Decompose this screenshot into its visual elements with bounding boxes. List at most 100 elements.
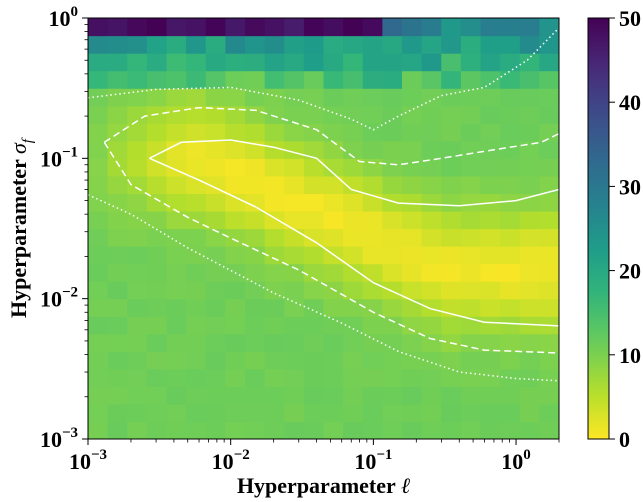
contour-line-dashed	[103, 106, 559, 166]
heatmap-cell	[460, 246, 482, 265]
heatmap-cell	[303, 316, 325, 335]
heatmap-cell	[166, 140, 187, 159]
heatmap-cell	[303, 246, 325, 265]
heatmap-cell	[362, 298, 383, 317]
heatmap-cell	[480, 88, 501, 107]
heatmap-cell	[264, 70, 285, 89]
heatmap-cell	[205, 193, 226, 212]
heatmap-cell	[284, 193, 305, 212]
heatmap-cell	[402, 298, 423, 317]
heatmap-cell	[225, 193, 246, 212]
heatmap-cell	[205, 246, 226, 265]
heatmap-cell	[225, 210, 246, 230]
heatmap-cell	[500, 70, 521, 89]
heatmap-cell	[303, 175, 325, 195]
heatmap-cell	[127, 70, 148, 89]
heatmap-cell	[88, 281, 109, 300]
heatmap-cell	[362, 53, 383, 72]
heatmap-cell	[519, 175, 540, 195]
heatmap-cell	[264, 123, 285, 142]
heatmap-cell	[402, 18, 423, 37]
heatmap-cell	[166, 210, 187, 230]
heatmap-cell	[88, 123, 109, 142]
heatmap-cell	[480, 368, 501, 387]
heatmap-cell	[382, 88, 403, 107]
heatmap-cell	[264, 88, 285, 107]
heatmap-cell	[519, 70, 540, 89]
heatmap-cell	[460, 281, 482, 300]
heatmap-cell	[539, 281, 559, 300]
heatmap-cell	[88, 403, 109, 423]
heatmap-cell	[441, 123, 462, 142]
heatmap-cell	[225, 333, 246, 352]
heatmap-cell	[186, 140, 207, 159]
heatmap-cell	[421, 298, 442, 317]
heatmap-cell	[88, 386, 109, 405]
heatmap-cell	[480, 18, 501, 37]
heatmap-cell	[284, 368, 305, 387]
heatmap-cell	[382, 351, 403, 370]
heatmap-cell	[421, 88, 442, 107]
heatmap-cell	[127, 421, 148, 439]
colorbar-tick-label: 20	[619, 259, 641, 284]
heatmap-cell	[421, 158, 442, 177]
heatmap-cell	[225, 386, 246, 405]
heatmap-cell	[205, 421, 226, 439]
heatmap-cell	[519, 263, 540, 282]
heatmap-cell	[402, 263, 423, 282]
heatmap-cell	[127, 246, 148, 265]
heatmap-cell	[186, 421, 207, 439]
heatmap-cell	[362, 368, 383, 387]
heatmap-cell	[500, 193, 521, 212]
heatmap-cell	[382, 333, 403, 352]
heatmap-cell	[127, 210, 148, 230]
colorbar-ticks: 0 10 20 30 40 50	[609, 6, 641, 452]
heatmap-cell	[382, 316, 403, 335]
heatmap-cell	[245, 316, 266, 335]
heatmap-cell	[500, 228, 521, 247]
heatmap-cell	[205, 403, 226, 423]
heatmap-cell	[205, 210, 226, 230]
heatmap-cell	[146, 158, 168, 177]
heatmap-cell	[205, 53, 226, 72]
heatmap-cell	[382, 210, 403, 230]
heatmap-cell	[519, 421, 540, 439]
heatmap-cell	[127, 403, 148, 423]
heatmap-cell	[421, 368, 442, 387]
heatmap-cell	[284, 123, 305, 142]
heatmap-cell	[323, 228, 344, 247]
heatmap-cell	[245, 368, 266, 387]
heatmap-cell	[402, 105, 423, 124]
heatmap-cell	[284, 18, 305, 37]
heatmap-cell	[362, 351, 383, 370]
colorbar: 0 10 20 30 40 50	[587, 6, 641, 452]
heatmap-cell	[88, 228, 109, 247]
heatmap-cell	[441, 351, 462, 370]
y-axis-label: Hyperparameter σf	[6, 137, 36, 318]
y-tick-label: 100	[49, 4, 79, 31]
heatmap-cell	[146, 35, 168, 54]
heatmap-cell	[245, 105, 266, 124]
heatmap-cell	[127, 53, 148, 72]
heatmap-cell	[421, 53, 442, 72]
heatmap-cell	[460, 386, 482, 405]
heatmap-cell	[362, 228, 383, 247]
heatmap-cell	[127, 123, 148, 142]
heatmap-cell	[225, 246, 246, 265]
heatmap-cell	[402, 70, 423, 89]
heatmap-cell	[500, 140, 521, 159]
heatmap-cell	[264, 263, 285, 282]
heatmap-cell	[205, 123, 226, 142]
heatmap-cell	[421, 386, 442, 405]
heatmap-cell	[205, 70, 226, 89]
heatmap-cell	[127, 333, 148, 352]
heatmap-cell	[166, 263, 187, 282]
heatmap-cell	[382, 158, 403, 177]
y-tick-label: 10−1	[40, 144, 78, 171]
heatmap-cell	[166, 53, 187, 72]
heatmap-cell	[402, 35, 423, 54]
heatmap-cell	[539, 88, 559, 107]
heatmap-cell	[480, 403, 501, 423]
heatmap-cell	[146, 53, 168, 72]
heatmap-cell	[441, 158, 462, 177]
